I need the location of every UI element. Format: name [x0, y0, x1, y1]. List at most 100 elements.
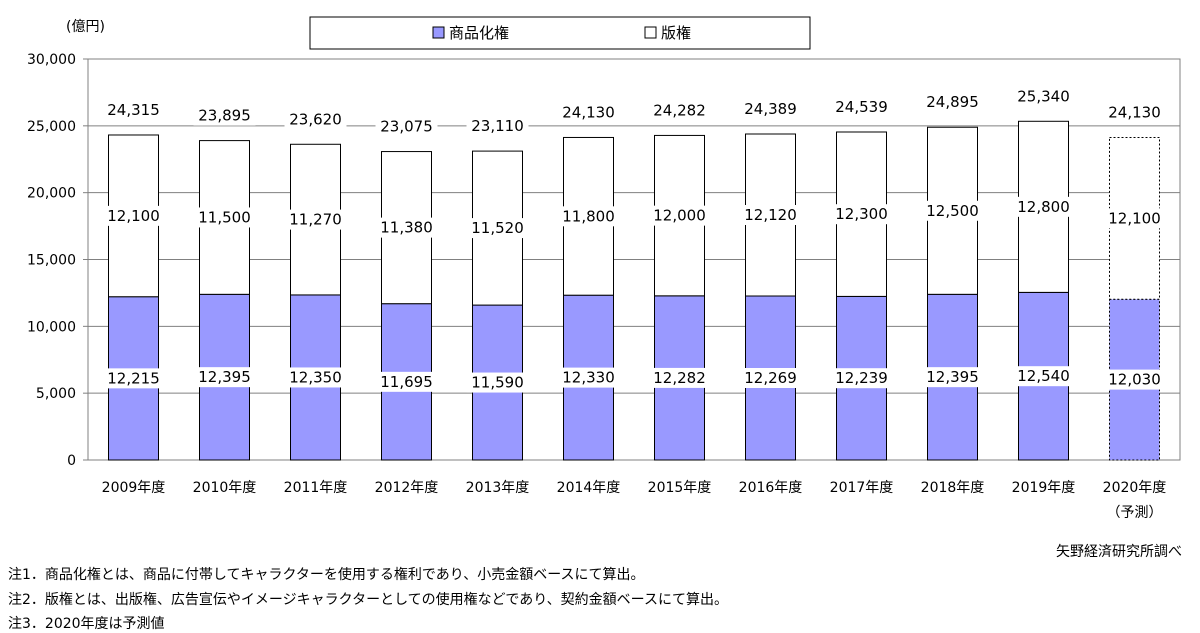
x-tick-label: 2010年度: [193, 480, 257, 496]
legend: 商品化権 版権: [309, 16, 811, 50]
data-label-total: 25,340: [1017, 87, 1070, 105]
data-label-total: 23,110: [471, 117, 524, 135]
legend-swatch-商品化権: [432, 26, 445, 39]
data-label-total-bg: [648, 100, 711, 121]
data-label-商品化権: 12,215: [107, 369, 160, 387]
data-label-total: 24,895: [926, 93, 979, 111]
data-label-版権: 11,380: [380, 219, 433, 237]
data-label-total: 23,620: [289, 110, 342, 128]
data-label-total-bg: [375, 116, 438, 137]
data-label-商品化権-bg: [921, 367, 984, 388]
data-label-total: 24,389: [744, 100, 797, 118]
x-tick-label: 2013年度: [466, 480, 530, 496]
data-labels: 12,215 12,100 24,315 12,395 11,500 23,895 12,3…: [102, 86, 1166, 393]
data-label-商品化権-bg: [466, 372, 529, 393]
data-label-版権: 11,520: [471, 219, 524, 237]
legend-box: [309, 16, 811, 50]
data-label-版権-bg: [1012, 196, 1075, 217]
data-label-商品化権-bg: [830, 368, 893, 389]
x-tick-label: 2012年度: [375, 480, 439, 496]
data-label-total-bg: [102, 99, 165, 120]
x-tick-label: 2014年度: [557, 480, 621, 496]
data-label-版権-bg: [193, 207, 256, 228]
data-label-版権-bg: [466, 218, 529, 239]
data-label-商品化権-bg: [1012, 366, 1075, 387]
data-label-total: 24,282: [653, 101, 706, 119]
legend-label-版権: 版権: [661, 24, 691, 42]
y-tick-label: 30,000: [27, 52, 76, 68]
y-tick-label: 5,000: [36, 386, 76, 402]
data-label-版権-bg: [1103, 208, 1166, 229]
data-label-商品化権: 11,590: [471, 374, 524, 392]
data-label-total: 24,539: [835, 98, 888, 116]
note-2: 注2．版権とは、出版権、広告宣伝やイメージキャラクターとしての使用権などであり、…: [8, 592, 728, 608]
x-tick-label: 2016年度: [739, 480, 803, 496]
x-tick-label: 2019年度: [1012, 480, 1076, 496]
data-label-版権-bg: [102, 205, 165, 226]
data-label-total: 24,130: [1108, 103, 1161, 121]
data-label-商品化権-bg: [1103, 369, 1166, 390]
data-label-total-bg: [739, 99, 802, 120]
axes: 0 5,000 10,000 15,000 20,000 25,000 30,000 2009…: [27, 52, 1166, 521]
data-label-版権-bg: [739, 205, 802, 226]
data-label-total-bg: [830, 96, 893, 117]
data-label-商品化権: 12,239: [835, 369, 888, 387]
data-label-商品化権: 12,395: [926, 368, 979, 386]
data-label-商品化権: 12,330: [562, 369, 615, 387]
data-label-total-bg: [1103, 102, 1166, 123]
data-label-total-bg: [557, 102, 620, 123]
data-label-版権-bg: [557, 206, 620, 227]
data-label-版権-bg: [375, 217, 438, 238]
data-label-商品化権: 12,269: [744, 369, 797, 387]
data-label-商品化権-bg: [375, 371, 438, 392]
y-tick-label: 20,000: [27, 186, 76, 202]
data-label-版権: 11,500: [198, 208, 251, 226]
forecast-label: （予測）: [1107, 505, 1163, 521]
y-tick-label: 10,000: [27, 319, 76, 335]
x-tick-label: 2018年度: [921, 480, 985, 496]
y-tick-label: 25,000: [27, 119, 76, 135]
data-label-total-bg: [284, 109, 347, 130]
data-label-版権: 12,500: [926, 202, 979, 220]
data-label-版権: 11,800: [562, 207, 615, 225]
data-label-total-bg: [466, 116, 529, 137]
data-label-商品化権: 12,395: [198, 368, 251, 386]
data-label-版権: 12,800: [1017, 198, 1070, 216]
x-tick-label: 2017年度: [830, 480, 894, 496]
data-label-版権-bg: [648, 205, 711, 226]
data-label-total-bg: [1012, 86, 1075, 107]
gridlines: [87, 58, 1181, 461]
x-tick-label: 2009年度: [102, 480, 166, 496]
x-tick-label: 2015年度: [648, 480, 712, 496]
data-label-版権: 12,120: [744, 206, 797, 224]
data-label-商品化権: 11,695: [380, 373, 433, 391]
data-label-商品化権-bg: [648, 367, 711, 388]
data-label-商品化権: 12,350: [289, 368, 342, 386]
data-label-版権: 12,300: [835, 205, 888, 223]
data-label-total: 24,130: [562, 103, 615, 121]
data-label-total: 24,315: [107, 101, 160, 119]
data-label-版権: 12,000: [653, 207, 706, 225]
data-label-版権: 11,270: [289, 211, 342, 229]
bars: [108, 120, 1160, 461]
y-tick-label: 15,000: [27, 253, 76, 269]
x-tick-label: 2020年度: [1103, 480, 1167, 496]
y-tick-label: 0: [67, 453, 76, 469]
data-label-商品化権-bg: [557, 367, 620, 388]
data-label-total: 23,895: [198, 107, 251, 125]
data-label-total-bg: [193, 105, 256, 126]
data-label-total: 23,075: [380, 118, 433, 136]
data-label-商品化権-bg: [739, 368, 802, 389]
data-label-商品化権: 12,282: [653, 369, 706, 387]
data-label-商品化権: 12,030: [1108, 371, 1161, 389]
data-label-版権-bg: [830, 204, 893, 225]
data-label-total-bg: [921, 92, 984, 113]
x-tick-label: 2011年度: [284, 480, 348, 496]
y-axis-unit-label: (億円): [66, 19, 105, 35]
data-label-商品化権-bg: [102, 368, 165, 389]
source-credit: 矢野経済研究所調べ: [1056, 544, 1182, 560]
data-label-版権-bg: [284, 209, 347, 230]
legend-swatch-版権: [644, 26, 657, 39]
data-label-版権: 12,100: [107, 207, 160, 225]
